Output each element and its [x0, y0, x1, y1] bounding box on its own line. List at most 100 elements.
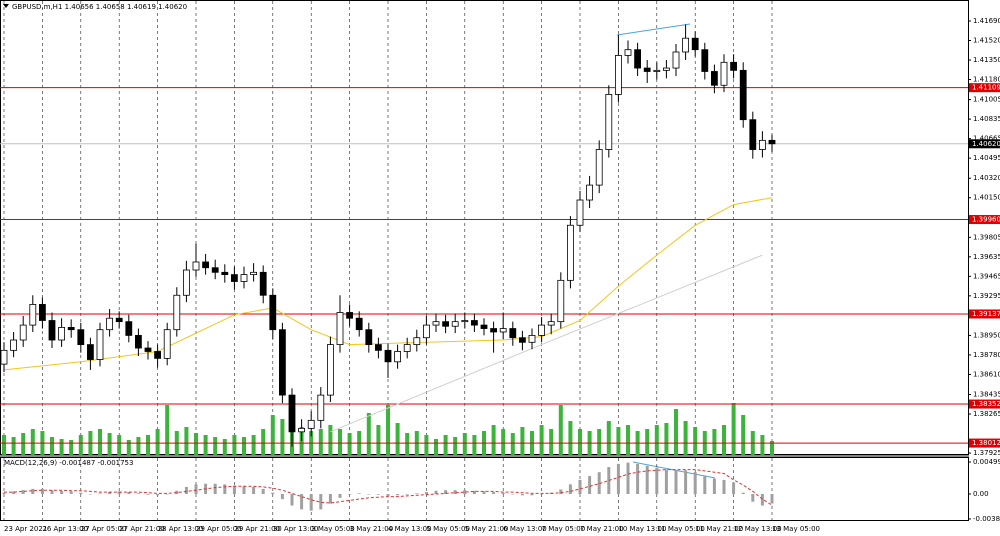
menu-icon[interactable]: [3, 4, 9, 8]
macd-bar: [636, 463, 640, 495]
volume-bar: [165, 405, 170, 455]
volume-bar: [21, 433, 26, 455]
x-tick-label: 13 May 05:00: [772, 525, 820, 533]
volume-bar: [626, 425, 630, 455]
x-tick-label: 7 May 21:00: [580, 525, 624, 533]
last-price-tag: [969, 139, 1000, 149]
macd-bar: [146, 494, 150, 495]
candle-body: [730, 61, 737, 71]
volume-bar: [558, 405, 563, 455]
macd-bar: [760, 494, 764, 506]
candle-body: [336, 312, 344, 346]
candle-body: [10, 339, 18, 351]
y-tick-label: 1.41690: [973, 17, 1000, 25]
macd-bar: [578, 479, 582, 495]
macd-bar: [348, 494, 352, 495]
candle-body: [48, 320, 56, 341]
macd-bar: [405, 494, 409, 495]
candle-body: [422, 324, 430, 339]
candle-body: [394, 351, 402, 363]
macd-bar: [2, 492, 6, 495]
macd-bar: [463, 490, 467, 495]
candle-body: [317, 394, 325, 421]
macd-bar: [655, 467, 659, 495]
macd-bar: [156, 494, 160, 496]
y-tick-label: 1.37925: [973, 449, 1000, 457]
candle-body: [615, 55, 622, 95]
candle-body: [413, 337, 421, 346]
y-tick-label: 0.004991: [973, 458, 1000, 466]
macd-bar: [88, 494, 92, 495]
candle-body: [230, 274, 238, 282]
candle-body: [586, 184, 593, 201]
macd-bar: [367, 494, 371, 495]
x-tick-label: 3 May 05:00: [311, 525, 355, 533]
candle-body: [643, 67, 651, 72]
y-tick-label: 1.40320: [973, 174, 1000, 182]
volume-bar: [664, 423, 669, 455]
macd-bar: [453, 490, 457, 495]
candle-body: [173, 294, 181, 331]
candle-body: [307, 419, 315, 429]
macd-bar: [472, 490, 476, 495]
macd-header: MACD(12,26,9) -0.001487 -0.001753: [4, 459, 133, 467]
volume-bar: [539, 425, 544, 455]
level-tag: [969, 309, 1000, 319]
volume-bar: [50, 437, 54, 455]
volume-bar: [510, 433, 515, 455]
volume-bar: [760, 435, 765, 455]
macd-bar: [501, 492, 505, 495]
volume-bar: [251, 435, 256, 455]
candle-body: [499, 328, 507, 333]
y-tick-label: 1.38435: [973, 391, 1000, 399]
x-tick-label: 12 May 13:00: [734, 525, 782, 533]
volume-bar: [78, 435, 83, 455]
macd-bar: [530, 494, 534, 496]
volume-bar: [136, 437, 141, 455]
y-tick-label: 0.00: [973, 490, 989, 498]
volume-bar: [712, 429, 717, 455]
macd-bar: [588, 476, 592, 495]
volume-bar: [59, 439, 64, 455]
macd-pane-frame: [0, 457, 969, 521]
macd-bar: [184, 486, 188, 495]
level-label: 1.39960: [972, 216, 1000, 224]
volume-bar: [645, 429, 650, 455]
candle-body: [106, 317, 113, 331]
macd-bar: [732, 482, 736, 495]
macd-bar: [328, 494, 332, 504]
macd-bar: [712, 478, 716, 495]
volume-bar: [261, 429, 266, 455]
macd-bar: [242, 486, 246, 495]
volume-bar: [155, 429, 160, 455]
x-tick-label: 27 Apr 05:00: [81, 525, 127, 533]
x-tick-label: 30 Apr 13:00: [273, 525, 319, 533]
candle-body: [96, 329, 104, 360]
x-tick-label: 7 May 05:00: [542, 525, 586, 533]
volume-bar: [674, 409, 678, 455]
macd-bar: [309, 494, 313, 511]
candle-body: [509, 328, 517, 339]
volume-bar: [280, 419, 285, 455]
macd-bar: [693, 472, 697, 495]
macd-bar: [396, 494, 400, 496]
macd-bar: [280, 494, 284, 500]
volume-bar: [146, 435, 150, 455]
x-tick-label: 3 May 21:00: [350, 525, 394, 533]
volume-bar: [606, 421, 611, 455]
candle-body: [576, 199, 584, 226]
candle-body: [557, 279, 565, 323]
candle-body: [115, 317, 123, 323]
y-tick-label: 1.39635: [973, 253, 1000, 261]
pane-separator: [0, 455, 969, 457]
volume-bar: [683, 421, 688, 455]
candle-body: [19, 324, 27, 341]
moving-average: [3, 197, 773, 371]
trend-line: [616, 23, 691, 36]
volume-bar: [222, 439, 227, 455]
macd-bar: [31, 488, 35, 495]
candle-body: [29, 304, 37, 326]
macd-bar: [127, 492, 131, 495]
